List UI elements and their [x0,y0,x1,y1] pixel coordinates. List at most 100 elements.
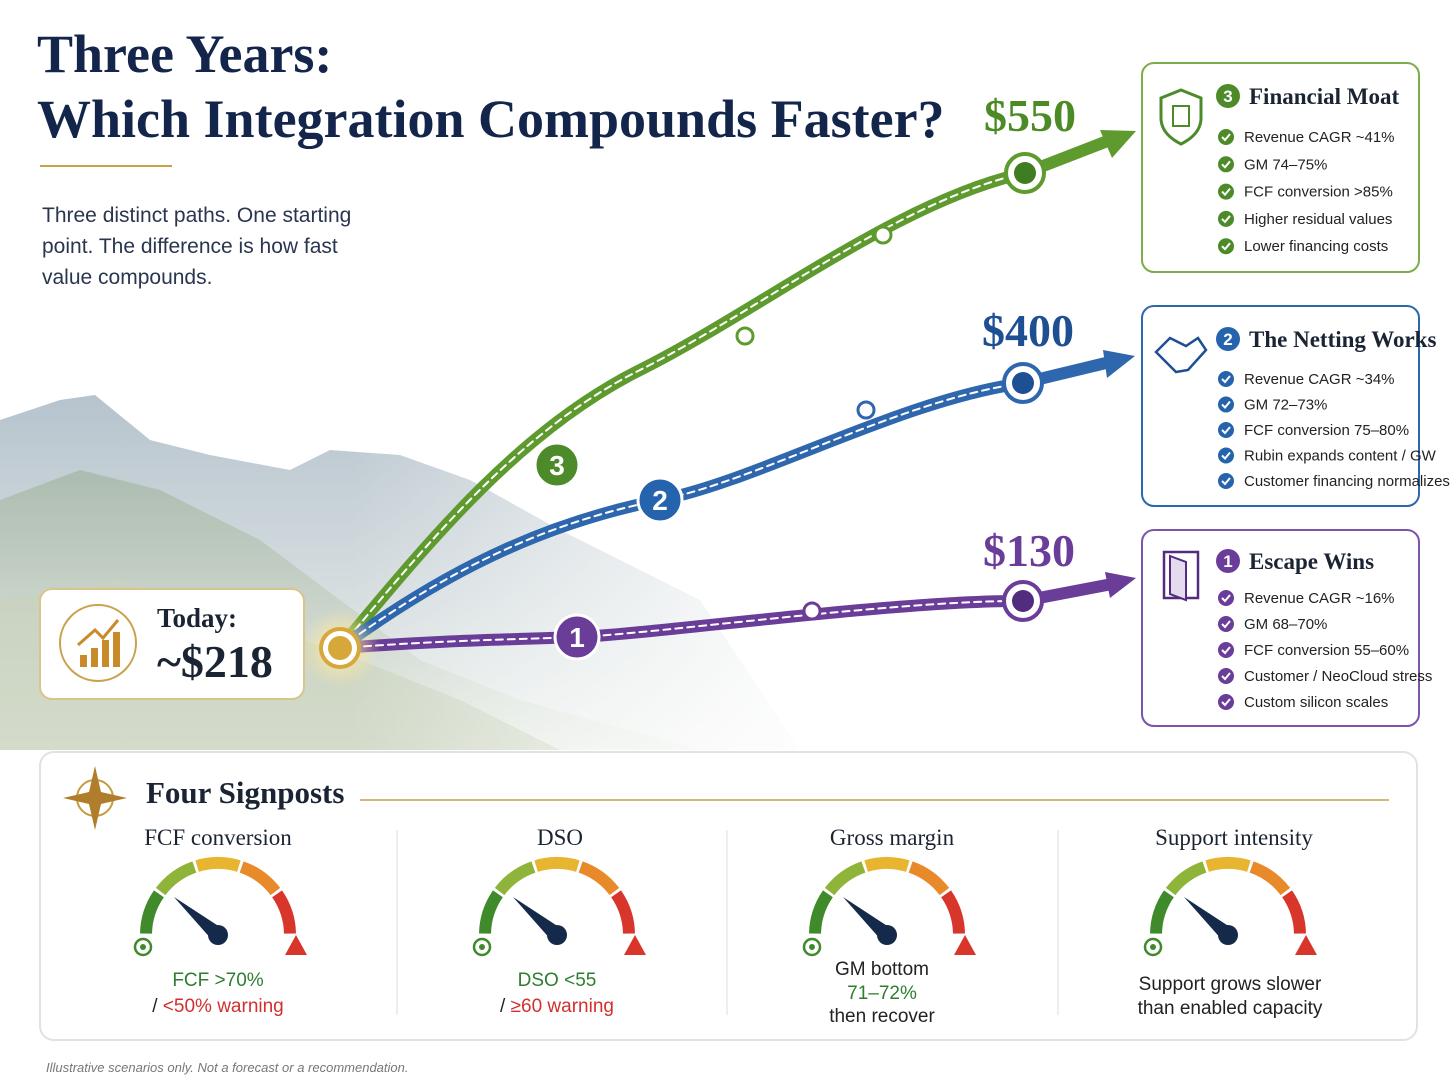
card-item: Higher residual values [1244,211,1392,228]
gauge-warn [624,935,646,955]
end-value: $550 [984,90,1076,141]
check-icon [1218,590,1234,606]
check-mark [1221,133,1231,142]
landscape [0,380,850,760]
gauge-arc [1282,890,1306,934]
check-icon [1218,616,1234,632]
gauge-arc [140,890,164,934]
card-item: Customer / NeoCloud stress [1244,668,1432,685]
card-blue [1141,305,1420,507]
gauge-ok-dot [479,944,485,950]
gauge-warn [954,935,976,955]
gauges [133,857,1317,957]
check-icon [1218,668,1234,684]
check-icon [1218,371,1234,387]
intro-line: value compounds. [42,266,212,289]
gauge-ok-dot [1150,944,1156,950]
gauge-line: then recover [829,1006,935,1027]
check-icon [1218,210,1234,227]
card-green [1141,62,1420,273]
check-mark [1221,672,1231,681]
intro-line: point. The difference is how fast [42,235,338,258]
gauge-line: GM bottom [835,959,929,980]
gauge-warn [285,935,307,955]
card-number: 1 [1223,552,1232,571]
gauge-ok-dot [140,944,146,950]
gauge-title: DSO [537,825,583,850]
gauge-arc [479,890,503,934]
separator: / [500,996,506,1017]
gauge-warning-line: / ≥60 warning [500,996,614,1017]
signposts-title: Four Signposts [146,775,344,810]
gauge-line: than enabled capacity [1138,998,1323,1019]
card-item: GM 68–70% [1244,616,1327,633]
end-values: $550 $400 $130 [982,90,1076,576]
gauge-line: 71–72% [847,983,917,1004]
gauge-warning: <50% warning [163,996,284,1017]
card-item: Revenue CAGR ~16% [1244,590,1395,607]
gauge-warning: ≥60 warning [511,996,614,1017]
check-icon [1218,473,1234,489]
arrow [1105,572,1136,598]
intro: Three distinct paths. One starting point… [42,204,357,289]
card-titles: Financial Moat The Netting Works Escape … [1249,84,1436,574]
start-value: ~$218 [157,636,273,687]
check-mark [1221,187,1231,197]
gauge-arc [534,857,580,872]
check-icon [1218,642,1234,658]
title: Which Integration Compounds Faster? [37,89,945,149]
title: Three Years: [37,24,332,84]
gauge-line: Support grows slower [1139,974,1322,995]
gauge-hub [208,925,228,945]
check-icon [1218,422,1234,438]
waypoints [300,152,1046,688]
gauge-warn [1295,935,1317,955]
gauge-texts: FCF >70% / <50% warning DSO <55 / ≥60 wa… [152,959,1323,1027]
signposts-panel: Four Signposts [39,751,1418,1041]
check-icon [1218,396,1234,413]
check-mark [1221,242,1231,251]
card-numbers: 3 2 1 [1223,87,1232,571]
check-icon [1218,183,1234,200]
check-mark [1221,451,1231,460]
gauge-arc [195,857,241,872]
check-mark [1221,426,1231,435]
gauge-arc [1249,861,1291,896]
check-mark [1221,594,1231,603]
gauge-arc [611,890,635,934]
card-item: GM 72–73% [1244,397,1327,414]
card-item: Customer financing normalizes [1244,473,1450,490]
gauge-arc [1150,890,1174,934]
gauge-title: Support intensity [1155,825,1313,850]
gauge-ok-dot [809,944,815,950]
gauge-arc [239,861,281,896]
card-item: Lower financing costs [1244,238,1388,255]
card-title: Financial Moat [1249,84,1399,109]
check-icon [1218,447,1234,464]
card-item: Revenue CAGR ~34% [1244,371,1395,388]
card-title: Escape Wins [1249,549,1374,574]
card-item: Revenue CAGR ~41% [1244,129,1395,146]
gauge-arc [272,890,296,934]
gauge-hub [1218,925,1238,945]
card-purple [1141,529,1420,727]
check-mark [1221,215,1231,224]
footer: Illustrative scenarios only. Not a forec… [46,1060,408,1075]
start-box: Today: ~$218 [39,588,305,700]
gauge-target: DSO <55 [518,970,597,991]
gauge-arc [824,861,866,896]
end-value: $130 [983,525,1075,576]
card-item: Custom silicon scales [1244,694,1388,711]
check-mark [1221,698,1231,707]
card-number: 3 [1223,87,1232,106]
arrow [1103,350,1135,378]
gauge-arc [578,861,620,896]
gauge-target: FCF >70% [172,970,263,991]
card-item: FCF conversion 55–60% [1244,642,1409,659]
card-item: FCF conversion >85% [1244,184,1393,201]
check-icon [1218,156,1234,173]
check-icon [1218,129,1234,145]
check-mark [1221,646,1231,655]
card-item: GM 74–75% [1244,156,1327,173]
